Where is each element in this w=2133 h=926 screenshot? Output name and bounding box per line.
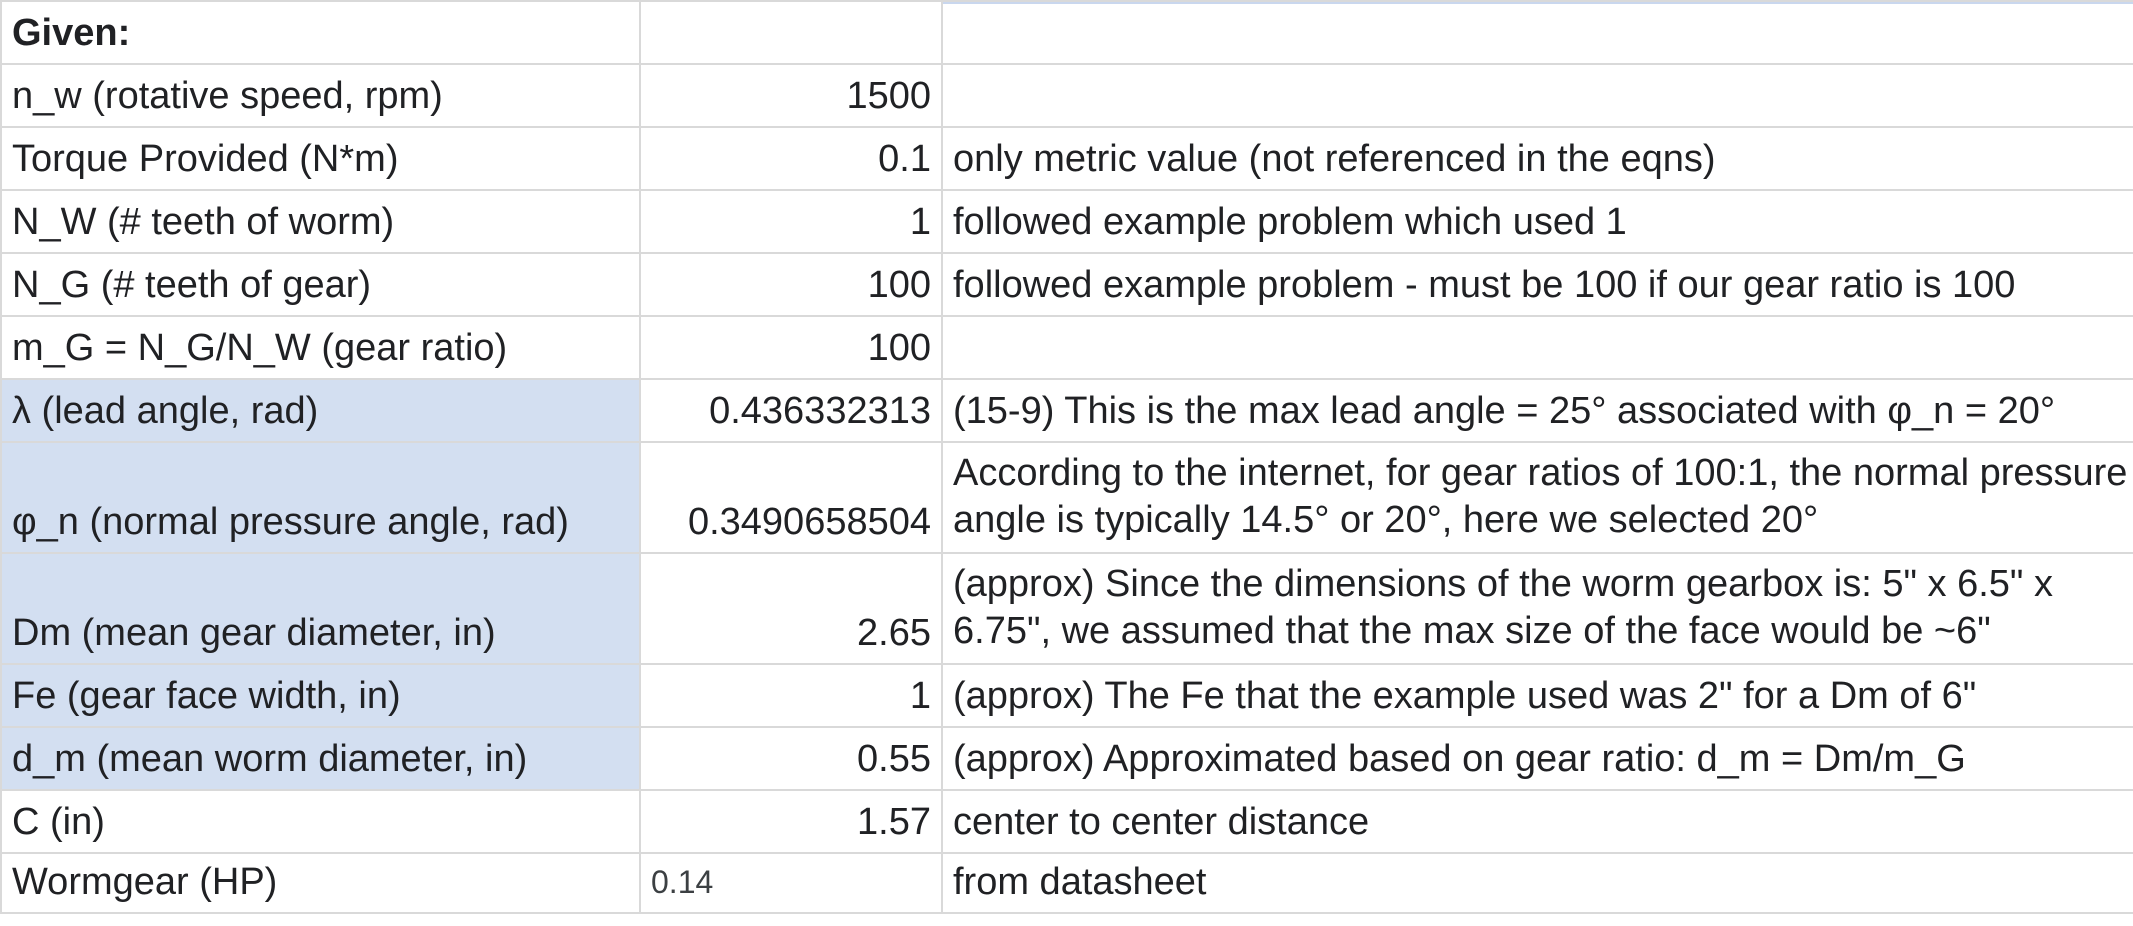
label-cell[interactable]: C (in) xyxy=(0,789,641,854)
table-row: m_G = N_G/N_W (gear ratio) 100 xyxy=(0,315,2133,380)
label-cell[interactable]: φ_n (normal pressure angle, rad) xyxy=(0,441,641,554)
empty-cell[interactable] xyxy=(941,0,2133,65)
table-row: Torque Provided (N*m) 0.1 only metric va… xyxy=(0,126,2133,191)
label-cell[interactable]: N_W (# teeth of worm) xyxy=(0,189,641,254)
note-cell[interactable]: (15-9) This is the max lead angle = 25° … xyxy=(941,378,2133,443)
value-cell[interactable]: 0.3490658504 xyxy=(639,441,943,554)
note-cell[interactable]: center to center distance xyxy=(941,789,2133,854)
value-cell[interactable]: 100 xyxy=(639,252,943,317)
note-cell[interactable]: followed example problem which used 1 xyxy=(941,189,2133,254)
note-cell[interactable]: (approx) The Fe that the example used wa… xyxy=(941,663,2133,728)
label-cell[interactable]: d_m (mean worm diameter, in) xyxy=(0,726,641,791)
label-cell[interactable]: m_G = N_G/N_W (gear ratio) xyxy=(0,315,641,380)
label-cell[interactable]: N_G (# teeth of gear) xyxy=(0,252,641,317)
note-cell[interactable]: (approx) Approximated based on gear rati… xyxy=(941,726,2133,791)
note-cell[interactable]: only metric value (not referenced in the… xyxy=(941,126,2133,191)
note-cell[interactable]: followed example problem - must be 100 i… xyxy=(941,252,2133,317)
table-row: Dm (mean gear diameter, in) 2.65 (approx… xyxy=(0,552,2133,665)
label-cell[interactable]: Wormgear (HP) xyxy=(0,852,641,914)
value-cell[interactable]: 0.14 xyxy=(639,852,943,914)
note-cell[interactable]: According to the internet, for gear rati… xyxy=(941,441,2133,554)
value-cell[interactable]: 100 xyxy=(639,315,943,380)
note-cell[interactable] xyxy=(941,315,2133,380)
table-row: λ (lead angle, rad) 0.436332313 (15-9) T… xyxy=(0,378,2133,443)
value-cell[interactable]: 0.1 xyxy=(639,126,943,191)
value-cell[interactable]: 1500 xyxy=(639,63,943,128)
table-row: Fe (gear face width, in) 1 (approx) The … xyxy=(0,663,2133,728)
value-cell[interactable]: 2.65 xyxy=(639,552,943,665)
table-row: N_G (# teeth of gear) 100 followed examp… xyxy=(0,252,2133,317)
table-row: N_W (# teeth of worm) 1 followed example… xyxy=(0,189,2133,254)
label-cell[interactable]: Dm (mean gear diameter, in) xyxy=(0,552,641,665)
table-row: Wormgear (HP) 0.14 from datasheet xyxy=(0,852,2133,914)
table-row: d_m (mean worm diameter, in) 0.55 (appro… xyxy=(0,726,2133,791)
note-cell[interactable] xyxy=(941,63,2133,128)
note-cell[interactable]: from datasheet xyxy=(941,852,2133,914)
header-cell[interactable]: Given: xyxy=(0,0,641,65)
value-cell[interactable]: 0.436332313 xyxy=(639,378,943,443)
label-cell[interactable]: n_w (rotative speed, rpm) xyxy=(0,63,641,128)
value-cell[interactable]: 1 xyxy=(639,663,943,728)
label-cell[interactable]: Fe (gear face width, in) xyxy=(0,663,641,728)
value-cell[interactable]: 1.57 xyxy=(639,789,943,854)
label-cell[interactable]: λ (lead angle, rad) xyxy=(0,378,641,443)
table-row: C (in) 1.57 center to center distance xyxy=(0,789,2133,854)
table-row: n_w (rotative speed, rpm) 1500 xyxy=(0,63,2133,128)
header-row: Given: xyxy=(0,0,2133,65)
empty-cell[interactable] xyxy=(639,0,943,65)
label-cell[interactable]: Torque Provided (N*m) xyxy=(0,126,641,191)
table-row: φ_n (normal pressure angle, rad) 0.34906… xyxy=(0,441,2133,554)
value-cell[interactable]: 1 xyxy=(639,189,943,254)
value-cell[interactable]: 0.55 xyxy=(639,726,943,791)
note-cell[interactable]: (approx) Since the dimensions of the wor… xyxy=(941,552,2133,665)
